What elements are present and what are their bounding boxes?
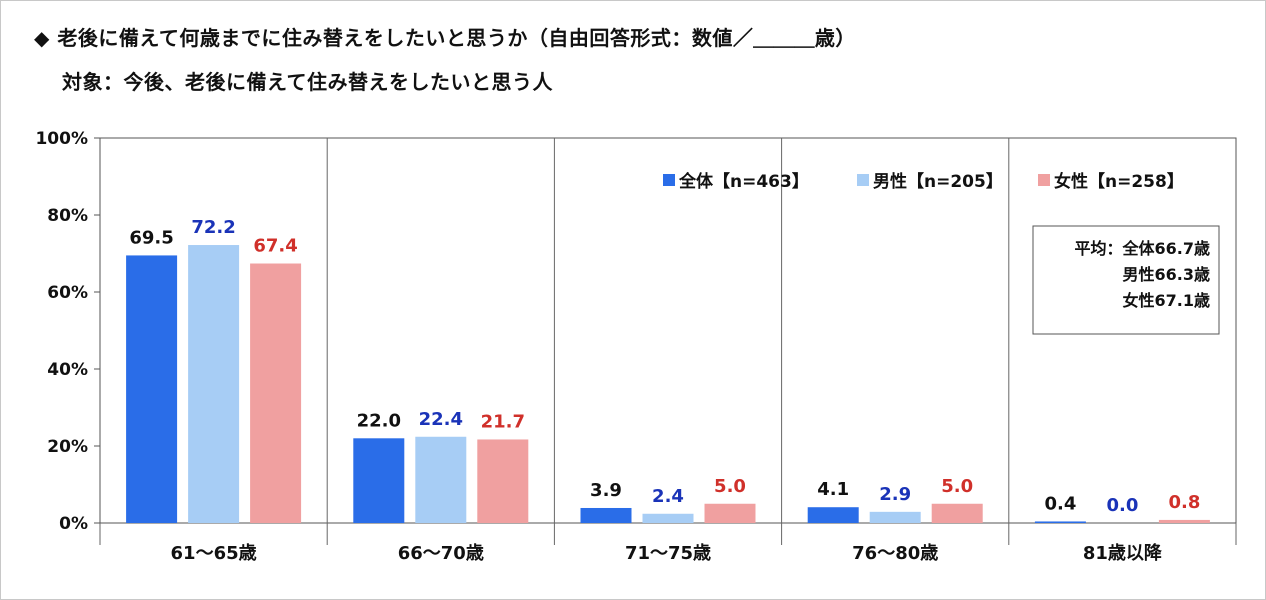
bar [477, 439, 529, 523]
average-line: 平均：全体66.7歳 [1075, 239, 1210, 258]
y-tick-label: 100% [35, 129, 88, 149]
data-label: 21.7 [481, 411, 525, 432]
bar [250, 263, 302, 523]
chart-subtitle: 対象：今後、老後に備えて住み替えをしたいと思う人 [62, 70, 553, 94]
y-tick-label: 60% [47, 283, 88, 303]
data-label: 5.0 [714, 476, 746, 497]
data-label: 0.8 [1168, 492, 1200, 513]
bar [126, 255, 178, 524]
data-label: 67.4 [253, 236, 297, 257]
average-box [1032, 225, 1220, 335]
x-category-label: 76～80歳 [852, 543, 938, 564]
chart-title: ◆ 老後に備えて何歳までに住み替えをしたいと思うか（自由回答形式：数値／＿＿＿歳… [34, 26, 856, 50]
data-label: 3.9 [590, 480, 622, 501]
y-tick-label: 0% [59, 514, 88, 534]
bar [931, 503, 983, 523]
bar [353, 438, 405, 523]
average-line: 女性67.1歳 [1123, 291, 1210, 310]
legend-swatch [1038, 174, 1050, 186]
legend-label: 男性【n=205】 [873, 171, 1003, 192]
bar [1034, 521, 1086, 523]
y-tick-label: 20% [47, 437, 88, 457]
x-category-label: 81歳以降 [1083, 542, 1163, 564]
x-category-label: 61～65歳 [171, 543, 257, 564]
x-category-label: 66～70歳 [398, 543, 484, 564]
legend-label: 女性【n=258】 [1054, 171, 1184, 192]
bar [580, 507, 632, 523]
data-label: 5.0 [941, 476, 973, 497]
data-label: 22.0 [357, 410, 401, 431]
y-tick-label: 80% [47, 206, 88, 226]
bar [1158, 519, 1210, 523]
legend-swatch [663, 174, 675, 186]
bar [704, 503, 756, 523]
y-tick-label: 40% [47, 360, 88, 380]
average-line: 男性66.3歳 [1123, 265, 1210, 284]
x-category-label: 71～75歳 [625, 543, 711, 564]
data-label: 0.0 [1106, 495, 1138, 516]
data-label: 22.4 [419, 409, 463, 430]
data-label: 69.5 [129, 227, 173, 248]
bar [869, 511, 921, 523]
data-label: 0.4 [1044, 493, 1076, 514]
bar [642, 513, 694, 523]
bar [415, 436, 467, 523]
legend-label: 全体【n=463】 [678, 171, 809, 192]
legend-swatch [857, 174, 869, 186]
data-label: 2.4 [652, 486, 684, 507]
bar [188, 245, 240, 523]
bar [807, 507, 859, 523]
data-label: 72.2 [191, 217, 235, 238]
data-label: 4.1 [817, 479, 849, 500]
data-label: 2.9 [879, 484, 911, 505]
